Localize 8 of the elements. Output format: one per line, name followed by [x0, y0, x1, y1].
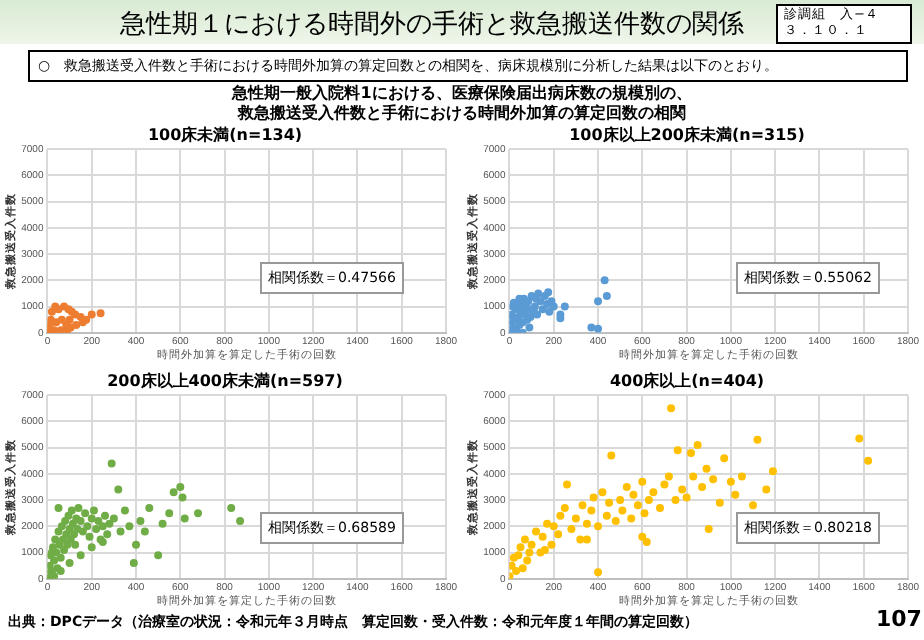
chart-title: 200床以上400床未満(n=597) [107, 369, 343, 390]
chart-title: 100床以上200床未満(n=315) [569, 123, 805, 144]
text: 急性期一般入院料1における、医療保険届出病床数の規模別の、 [229, 82, 694, 104]
chart-title: 400床以上(n=404) [609, 369, 765, 390]
text: 救急搬送受入件数と手術における時間外加算の算定回数の相関 [235, 102, 688, 124]
text: 107 [876, 606, 922, 632]
text: 急性期１における時間外の手術と救急搬送件数の関係 [120, 8, 744, 42]
chart-title: 100床未満(n=134) [147, 123, 303, 144]
